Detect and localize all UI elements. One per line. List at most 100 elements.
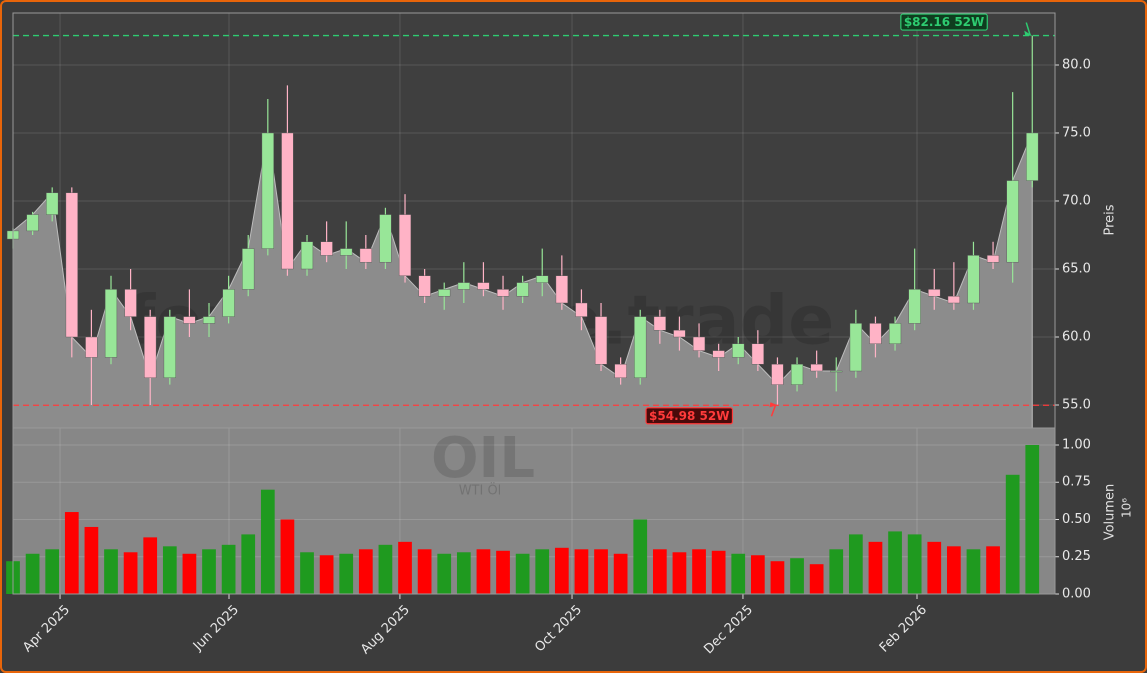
y-tick-label: 0.50 — [1062, 512, 1091, 527]
volume-bar — [515, 553, 530, 594]
candle-body — [183, 316, 196, 324]
volume-bar — [476, 549, 491, 594]
volume-bar — [750, 555, 765, 594]
volume-bar — [554, 547, 569, 594]
candle-body — [340, 248, 353, 256]
volume-bar — [221, 544, 236, 594]
annotation-arrowhead — [769, 402, 778, 408]
volume-bar — [594, 549, 608, 594]
volume-bar — [672, 552, 687, 594]
candle-body — [849, 323, 862, 372]
candle-body — [222, 289, 235, 317]
annotation-box — [900, 13, 988, 31]
volume-bar — [790, 558, 804, 594]
annotation-arrowhead — [1024, 30, 1033, 36]
candle-body — [555, 275, 568, 304]
volume-bar — [692, 549, 706, 594]
candle-body — [457, 282, 470, 290]
volume-bar — [770, 561, 785, 594]
volume-bar — [809, 564, 824, 594]
annotation-label: $54.98 52W — [649, 409, 729, 423]
candle-body — [163, 316, 176, 379]
candle-body — [673, 330, 686, 338]
volume-bar — [319, 555, 334, 594]
candle-body — [536, 275, 549, 283]
candle-body — [26, 214, 39, 232]
candle-body — [830, 370, 843, 373]
candle-body — [928, 289, 941, 297]
volume-bar — [907, 534, 922, 594]
x-tick-label: Jun 2025 — [190, 602, 242, 654]
volume-bar — [535, 549, 550, 594]
volume-bar — [652, 549, 667, 594]
annotation-box — [645, 407, 734, 425]
annotation-label: $82.16 52W — [904, 15, 984, 29]
volume-bar — [574, 549, 589, 594]
volume-bar — [868, 541, 883, 594]
annotation-arrow — [770, 405, 777, 417]
y-tick-label: 75.0 — [1062, 125, 1091, 140]
candle-body — [46, 192, 59, 215]
x-tick-label: Oct 2025 — [532, 602, 585, 655]
candle-body — [320, 241, 333, 256]
watermark: OIL — [431, 426, 535, 491]
volume-bar — [731, 553, 746, 594]
volume-bar — [829, 549, 844, 594]
y-tick-label: 0.75 — [1062, 475, 1091, 490]
candle-body — [908, 289, 921, 324]
x-tick-label: Aug 2025 — [358, 602, 413, 657]
volume-bar — [143, 537, 158, 594]
annotation-layer: $82.16 52W $54.98 52W — [13, 13, 1055, 425]
candle-body — [653, 316, 666, 331]
candle-body — [85, 336, 98, 358]
volume-bar — [927, 541, 942, 594]
candle-body — [202, 316, 216, 324]
candle-body — [477, 282, 490, 290]
candle-body — [300, 241, 314, 270]
candle-body — [614, 364, 627, 379]
volume-bar — [496, 550, 510, 594]
volume-bar — [202, 549, 216, 594]
y-tick-label: 60.0 — [1062, 330, 1091, 345]
candle-body — [398, 214, 412, 276]
candle-body — [888, 323, 902, 345]
candle-body — [594, 316, 608, 365]
volume-bar — [260, 489, 275, 594]
volume-bar — [888, 531, 902, 594]
candle-body — [281, 132, 294, 270]
volume-bar — [182, 553, 197, 594]
volume-bar — [1025, 444, 1040, 594]
watermark-subtitle: WTI Öl — [459, 482, 502, 499]
y-tick-label: 65.0 — [1062, 261, 1091, 276]
candle-layer — [6, 35, 1039, 406]
volume-bar — [280, 519, 295, 594]
candle-body — [771, 364, 784, 385]
candle-body — [379, 214, 392, 263]
volume-bar — [1005, 474, 1020, 594]
volume-bar — [633, 519, 648, 594]
volume-bar — [398, 541, 412, 594]
y-axis-label: Preis — [1103, 204, 1118, 235]
volume-bar — [613, 553, 628, 594]
x-tick-label: Feb 2026 — [877, 602, 930, 655]
y-tick-label: 0.00 — [1062, 587, 1091, 602]
candle-body — [947, 295, 960, 304]
y-axis-scale: 10⁶ — [1120, 498, 1134, 518]
volume-bar — [64, 512, 79, 594]
candle-body — [1006, 180, 1019, 263]
candle-body — [124, 289, 137, 317]
candle-body — [418, 275, 431, 297]
candle-body — [242, 248, 255, 290]
x-tick-label: Dec 2025 — [701, 602, 756, 657]
candle-body — [104, 289, 118, 358]
candle-body — [575, 302, 588, 317]
volume-bar — [966, 549, 981, 594]
candle-body — [496, 289, 510, 297]
candle-body — [692, 336, 706, 351]
y-axis-label: Volumen — [1103, 484, 1118, 541]
volume-bar — [123, 552, 138, 594]
y-tick-label: 80.0 — [1062, 57, 1091, 72]
candle-body — [359, 248, 372, 263]
